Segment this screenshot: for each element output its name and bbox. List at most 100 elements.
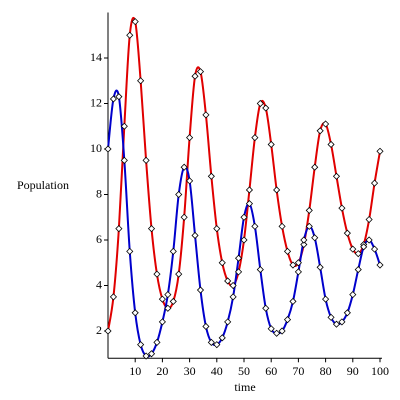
data-point: [234, 268, 243, 276]
x-tick-label: 80: [320, 364, 332, 378]
data-point: [354, 266, 362, 274]
x-tick-label: 60: [265, 364, 277, 378]
data-point: [289, 261, 297, 269]
data-point: [256, 266, 264, 274]
data-point: [338, 204, 346, 212]
data-point: [202, 111, 210, 119]
data-point: [104, 145, 112, 153]
y-tick-label: 14: [90, 50, 102, 64]
data-point: [169, 297, 177, 305]
data-point: [234, 254, 243, 262]
data-point: [164, 291, 172, 299]
x-tick-label: 100: [371, 364, 389, 378]
y-tick-label: 2: [96, 323, 102, 337]
data-point: [370, 179, 379, 187]
data-point: [349, 245, 357, 253]
data-point: [126, 31, 134, 39]
data-point: [137, 341, 145, 349]
data-point: [186, 177, 194, 185]
data-point: [218, 334, 226, 342]
data-point: [229, 293, 237, 301]
data-point: [218, 259, 226, 267]
data-point: [131, 18, 139, 26]
data-point: [338, 318, 346, 326]
data-point: [224, 318, 232, 326]
data-point: [115, 93, 123, 101]
data-point: [147, 225, 156, 233]
data-point: [327, 140, 335, 149]
data-point: [311, 163, 319, 171]
y-tick-label: 6: [96, 232, 102, 246]
series-line: [107, 16, 381, 332]
data-point: [278, 327, 286, 335]
data-point: [311, 234, 319, 242]
data-point: [213, 225, 221, 233]
x-tick-label: 30: [184, 364, 196, 378]
data-point: [354, 250, 362, 258]
data-point: [115, 225, 123, 233]
data-point: [169, 247, 177, 255]
data-point: [131, 309, 139, 317]
data-point: [142, 156, 150, 164]
data-point: [283, 247, 292, 255]
y-tick-label: 8: [96, 186, 102, 200]
data-point: [327, 313, 335, 321]
data-point: [120, 122, 128, 130]
data-point: [180, 213, 188, 221]
data-point: [278, 222, 286, 230]
data-point: [251, 134, 259, 142]
data-point: [186, 134, 194, 142]
data-point: [158, 295, 166, 303]
data-point: [120, 156, 128, 164]
data-point: [104, 327, 112, 335]
data-point: [343, 309, 351, 317]
data-point: [175, 270, 183, 278]
x-tick-label: 50: [238, 364, 250, 378]
data-point: [191, 72, 199, 80]
data-point: [273, 329, 281, 337]
data-point: [126, 247, 134, 255]
series-line: [107, 89, 381, 358]
data-point: [376, 147, 384, 155]
data-point: [283, 316, 292, 324]
data-point: [175, 190, 183, 199]
data-point: [322, 120, 330, 128]
x-tick-label: 90: [347, 364, 359, 378]
data-point: [300, 240, 308, 249]
data-point: [158, 318, 166, 326]
data-point: [365, 215, 373, 224]
data-point: [196, 286, 205, 294]
data-point: [153, 270, 161, 278]
data-point: [294, 259, 302, 267]
data-point: [267, 325, 275, 333]
data-point: [360, 243, 368, 251]
data-point: [229, 281, 237, 290]
x-axis-label: time: [234, 380, 255, 394]
data-point: [213, 341, 221, 349]
data-point: [289, 297, 297, 305]
data-point: [240, 213, 248, 221]
data-point: [316, 263, 324, 271]
data-point: [262, 304, 270, 312]
data-point: [322, 295, 330, 303]
data-point: [376, 261, 384, 269]
data-point: [273, 186, 281, 194]
data-point: [207, 172, 215, 180]
data-point: [196, 68, 205, 76]
data-point: [153, 338, 161, 346]
data-point: [191, 231, 199, 240]
x-tick-label: 70: [292, 364, 304, 378]
data-point: [202, 322, 210, 331]
x-tick-label: 20: [156, 364, 168, 378]
data-point: [207, 338, 215, 346]
data-point: [245, 200, 254, 208]
data-point: [251, 222, 259, 230]
data-point: [164, 304, 172, 312]
data-point: [267, 140, 275, 149]
data-point: [343, 229, 351, 237]
data-point: [142, 352, 150, 360]
data-point: [109, 293, 118, 301]
data-point: [332, 172, 341, 180]
y-tick-label: 12: [90, 95, 102, 109]
data-point: [180, 163, 188, 171]
